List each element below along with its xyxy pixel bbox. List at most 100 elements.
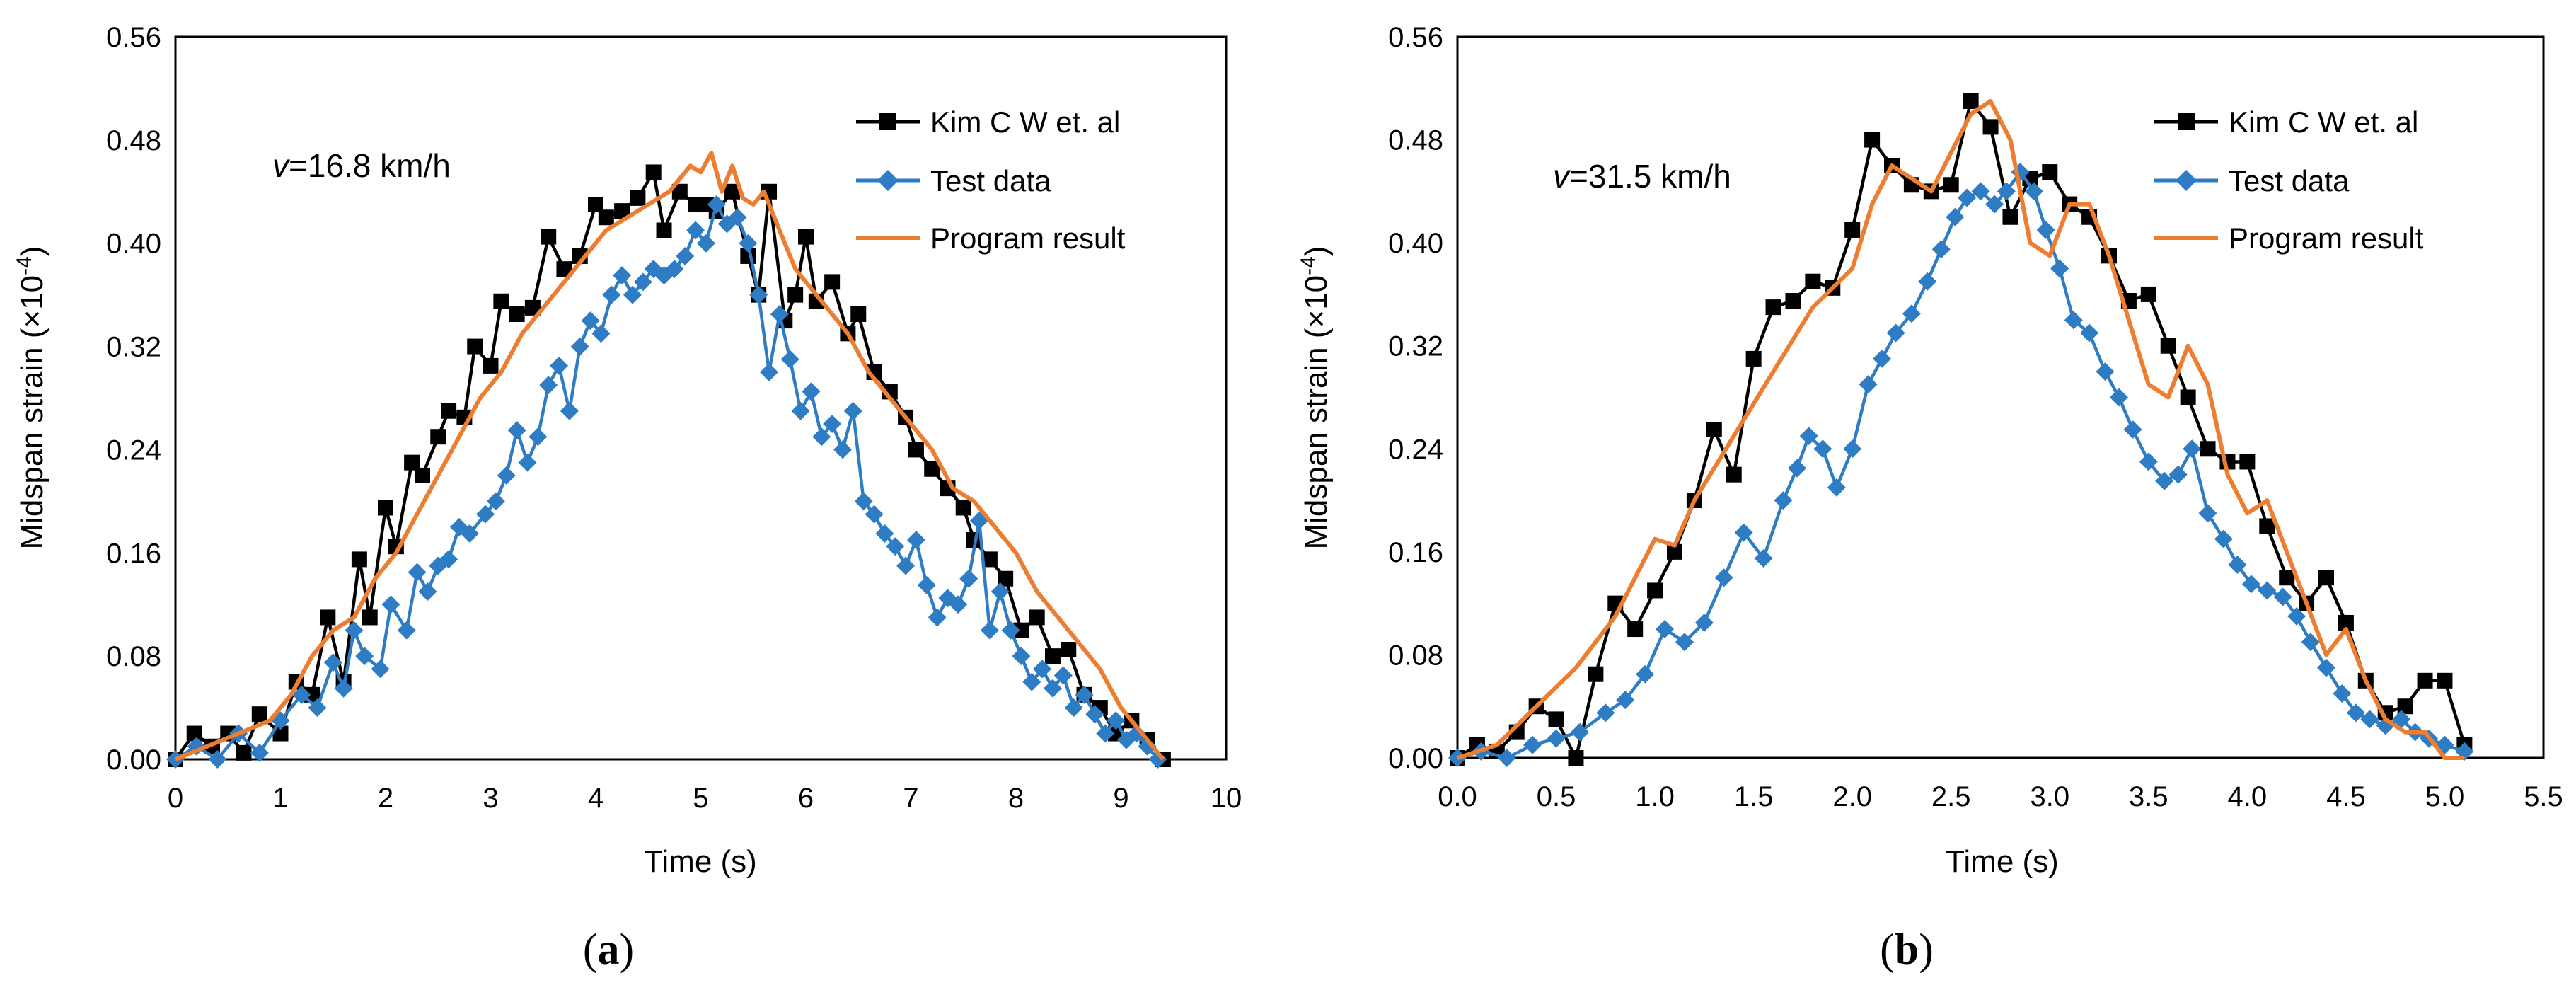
data-point-test-data (1001, 621, 1020, 640)
y-axis-title: Midspan strain (×10-4) (1297, 246, 1334, 550)
data-point-kim-c-w-et-al (2338, 614, 2354, 631)
y-tick-label: 0.16 (106, 538, 161, 569)
data-point-test-data (633, 272, 652, 292)
data-point-kim-c-w-et-al (1943, 177, 1959, 193)
legend-label-program-result: Program result (2229, 221, 2424, 255)
data-point-test-data (949, 595, 968, 614)
data-point-kim-c-w-et-al (509, 306, 525, 322)
data-point-test-data (418, 582, 437, 601)
data-point-kim-c-w-et-al (645, 164, 662, 180)
data-point-test-data (497, 466, 516, 485)
data-point-kim-c-w-et-al (541, 229, 557, 245)
y-tick-label: 0.48 (1388, 125, 1443, 156)
y-axis-title: Midspan strain (×10-4) (13, 246, 50, 550)
data-point-test-data (2228, 556, 2247, 575)
x-tick-label: 1 (272, 783, 288, 814)
data-point-kim-c-w-et-al (1765, 299, 1781, 316)
data-point-kim-c-w-et-al (787, 287, 804, 303)
data-point-test-data (2155, 471, 2174, 490)
data-point-test-data (529, 427, 548, 447)
data-point-test-data (486, 492, 505, 511)
legend-marker-test-data (877, 170, 899, 191)
data-point-kim-c-w-et-al (824, 274, 841, 290)
data-point-test-data (1774, 491, 1793, 510)
data-point-kim-c-w-et-al (955, 500, 971, 516)
y-tick-label: 0.24 (1388, 434, 1443, 465)
x-tick-label: 2.0 (1832, 781, 1872, 812)
data-point-test-data (1799, 427, 1818, 446)
data-point-test-data (1997, 182, 2016, 201)
data-point-test-data (1096, 724, 1115, 743)
data-point-test-data (613, 266, 632, 285)
legend-label-kim: Kim C W et. al (2229, 105, 2418, 139)
x-axis-title: Time (s) (644, 844, 757, 879)
data-point-kim-c-w-et-al (556, 261, 572, 277)
data-point-test-data (550, 356, 569, 375)
data-point-test-data (2183, 439, 2202, 459)
data-point-test-data (292, 685, 311, 704)
data-point-kim-c-w-et-al (588, 197, 603, 213)
x-tick-label: 9 (1113, 783, 1128, 814)
x-tick-label: 0 (168, 783, 183, 814)
data-point-test-data (1596, 703, 1615, 723)
data-point-test-data (570, 337, 589, 356)
data-point-kim-c-w-et-al (1864, 132, 1881, 148)
data-point-kim-c-w-et-al (1805, 273, 1821, 289)
y-tick-label: 0.08 (1388, 640, 1443, 671)
x-tick-label: 4.5 (2326, 781, 2366, 812)
data-point-test-data (2301, 633, 2320, 652)
data-point-test-data (686, 221, 705, 240)
data-point-kim-c-w-et-al (2140, 286, 2156, 302)
data-point-kim-c-w-et-al (2437, 672, 2453, 689)
data-point-test-data (1497, 749, 1516, 767)
data-point-kim-c-w-et-al (2002, 209, 2018, 225)
data-point-kim-c-w-et-al (1568, 750, 1584, 766)
series-line-test-data (174, 202, 1160, 761)
x-tick-label: 5.5 (2524, 781, 2563, 812)
x-tick-label: 7 (903, 783, 918, 814)
y-tick-label: 0.32 (1388, 331, 1443, 362)
data-point-test-data (460, 524, 479, 543)
data-point-kim-c-w-et-al (1785, 293, 1801, 309)
data-point-kim-c-w-et-al (724, 183, 741, 200)
data-point-kim-c-w-et-al (2200, 441, 2216, 457)
y-axis-title-close: ) (1299, 246, 1334, 257)
data-point-test-data (1033, 660, 1052, 679)
data-point-test-data (739, 234, 758, 253)
legend-label-test-data: Test data (2229, 164, 2350, 197)
data-point-test-data (2241, 575, 2260, 594)
data-point-test-data (665, 260, 684, 279)
data-point-kim-c-w-et-al (998, 570, 1014, 587)
data-point-test-data (1148, 750, 1167, 769)
legend-item-test-data: Test data (2154, 164, 2350, 197)
data-point-kim-c-w-et-al (2259, 518, 2275, 534)
data-point-kim-c-w-et-al (251, 706, 267, 723)
data-point-test-data (854, 492, 873, 511)
y-tick-label: 0.16 (1388, 537, 1443, 568)
data-point-kim-c-w-et-al (1029, 609, 1045, 626)
data-point-test-data (323, 653, 342, 672)
data-point-test-data (408, 563, 427, 582)
legend-label-kim: Kim C W et. al (930, 105, 1120, 139)
data-point-test-data (2036, 220, 2055, 239)
data-point-kim-c-w-et-al (850, 306, 867, 322)
data-point-test-data (917, 575, 936, 594)
data-point-kim-c-w-et-al (1982, 119, 1999, 135)
data-point-kim-c-w-et-al (236, 744, 252, 761)
data-point-test-data (707, 195, 726, 214)
data-point-test-data (439, 550, 458, 569)
data-point-kim-c-w-et-al (1667, 543, 1682, 560)
data-point-kim-c-w-et-al (493, 293, 509, 309)
x-tick-labels: 0 1 2 3 4 5 6 7 8 9 10 (168, 783, 1242, 814)
data-point-kim-c-w-et-al (630, 190, 646, 206)
data-point-kim-c-w-et-al (1726, 466, 1742, 483)
data-point-test-data (833, 440, 852, 459)
y-tick-label: 0.40 (1388, 228, 1443, 259)
y-axis-title-close: ) (15, 246, 50, 257)
y-tick-label: 0.40 (106, 229, 161, 260)
y-tick-label: 0.48 (106, 125, 161, 156)
x-tick-label: 4.0 (2228, 781, 2268, 812)
data-point-kim-c-w-et-al (378, 500, 393, 516)
legend-marker-kim (879, 113, 896, 130)
x-tick-label: 1.5 (1734, 781, 1774, 812)
